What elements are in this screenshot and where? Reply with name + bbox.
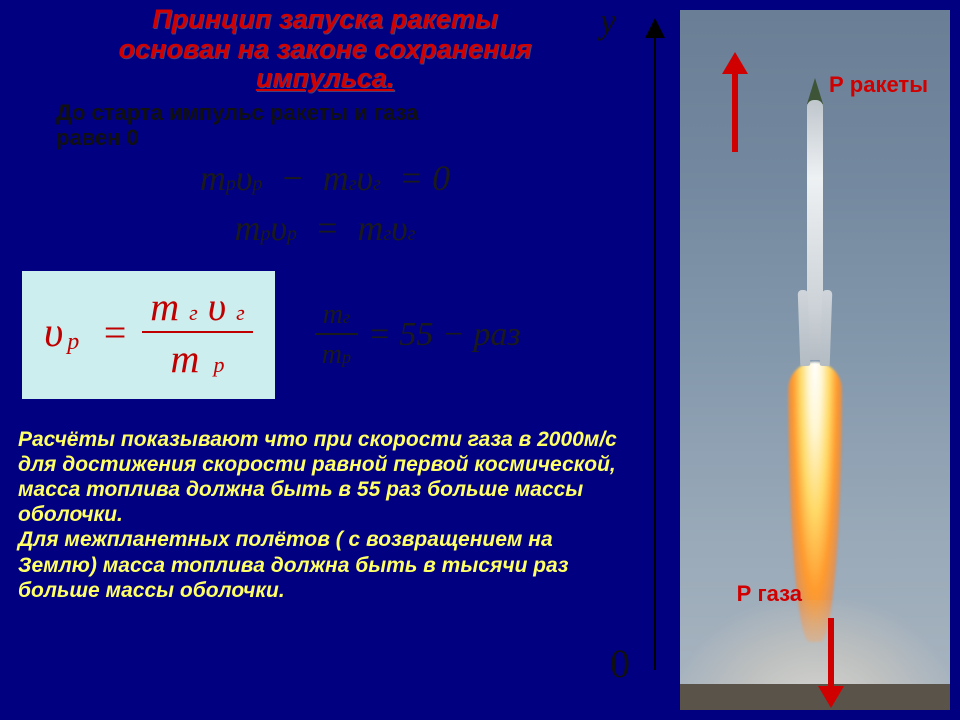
- equation-box: υ р = m г υ г m р: [22, 271, 275, 399]
- momentum-up-arrow-icon: [722, 52, 744, 152]
- momentum-down-arrow-icon: [818, 618, 840, 708]
- fraction-velocity: m г υ г m р: [142, 287, 252, 379]
- sub-line1: До старта импульс ракеты и газа: [56, 100, 418, 125]
- equation-3: mг mр = 55 − раз: [315, 301, 521, 369]
- origin-label: 0: [610, 640, 630, 687]
- label-p-rocket: Р ракеты: [829, 72, 928, 98]
- y-axis-label: y: [600, 0, 616, 42]
- equation-1: mрυр − mгυг = 0: [10, 157, 640, 199]
- label-p-gas: Р газа: [737, 581, 802, 607]
- subtitle: До старта импульс ракеты и газа равен 0: [56, 100, 556, 151]
- fraction-mass-ratio: mг mр: [315, 301, 358, 369]
- axis-arrowhead-icon: [645, 18, 665, 38]
- equation-2: mрυр = mгυг: [10, 207, 640, 249]
- paragraph: Расчёты показывают что при скорости газа…: [10, 427, 640, 603]
- axis-line: [654, 36, 656, 670]
- title-line1: Принцип запуска ракеты: [152, 4, 498, 34]
- slide-title: Принцип запуска ракеты основан на законе…: [10, 5, 640, 94]
- title-line3: импульса.: [256, 63, 394, 93]
- y-axis: [640, 10, 668, 670]
- sub-line2: равен 0: [56, 125, 139, 150]
- booster-right-icon: [820, 290, 833, 366]
- title-line2: основан на законе сохранения: [118, 34, 531, 64]
- rocket-photo: [680, 10, 950, 710]
- ground-icon: [680, 684, 950, 710]
